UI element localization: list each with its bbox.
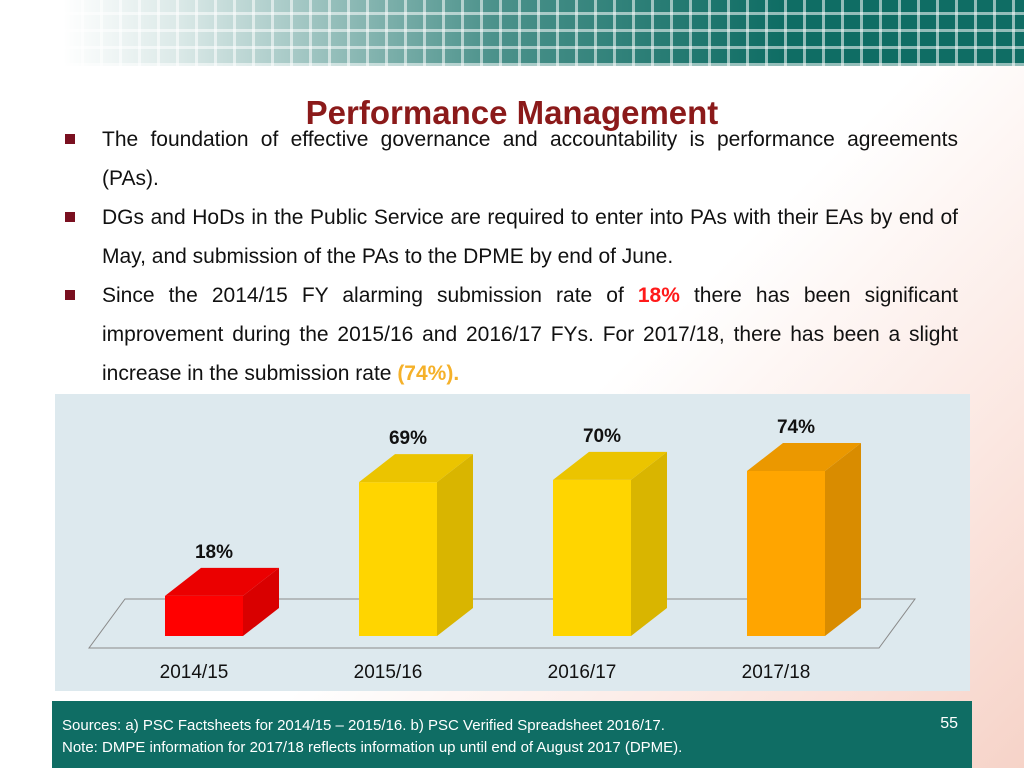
bar-side bbox=[631, 451, 667, 636]
bullet-item: DGs and HoDs in the Public Service are r… bbox=[64, 198, 958, 276]
bullet-item: Since the 2014/15 FY alarming submission… bbox=[64, 276, 958, 393]
data-label: 69% bbox=[389, 428, 427, 449]
category-label: 2016/17 bbox=[548, 662, 617, 683]
square-bullet-icon bbox=[65, 134, 75, 144]
bullet-text: Since the 2014/15 FY alarming submission… bbox=[102, 284, 958, 385]
bullet-item: The foundation of effective governance a… bbox=[64, 120, 958, 198]
bar-front bbox=[165, 595, 243, 636]
bar-top bbox=[747, 442, 861, 471]
data-label: 70% bbox=[583, 426, 621, 447]
bar-front bbox=[553, 479, 631, 636]
sources-line: Sources: a) PSC Factsheets for 2014/15 –… bbox=[62, 717, 665, 734]
slide-number: 55 bbox=[940, 715, 958, 732]
category-label: 2014/15 bbox=[160, 662, 229, 683]
chart-canvas: 18% 2014/15 69% 2015/16 70% 2016/17 74% 2017/18 bbox=[88, 417, 916, 683]
bullet-text-segment: The foundation of effective governance a… bbox=[102, 128, 958, 190]
bullet-text-segment: there has been significant improvement d… bbox=[102, 284, 958, 385]
bullet-text-segment: DGs and HoDs in the Public Service are r… bbox=[102, 206, 958, 268]
highlight-2017-rate: (74%). bbox=[397, 362, 460, 385]
bar-top bbox=[553, 451, 667, 480]
bar-side bbox=[243, 567, 279, 636]
data-label: 18% bbox=[195, 542, 233, 563]
category-label: 2015/16 bbox=[354, 662, 423, 683]
bar-top bbox=[359, 454, 473, 483]
footer-bar: Sources: a) PSC Factsheets for 2014/15 –… bbox=[52, 701, 972, 768]
category-label: 2017/18 bbox=[742, 662, 811, 683]
bullet-text-segment: Since the 2014/15 FY alarming submission… bbox=[102, 284, 638, 307]
bullet-text: The foundation of effective governance a… bbox=[102, 128, 958, 190]
submission-rate-chart: 18% 2014/15 69% 2015/16 70% 2016/17 74% 2017/18 bbox=[55, 394, 970, 691]
square-bullet-icon bbox=[65, 290, 75, 300]
note-line: Note: DMPE information for 2017/18 refle… bbox=[62, 739, 683, 756]
data-label: 74% bbox=[777, 417, 815, 438]
header-decorative-band bbox=[62, 0, 1024, 66]
square-bullet-icon bbox=[65, 212, 75, 222]
source-notes: Sources: a) PSC Factsheets for 2014/15 –… bbox=[62, 715, 682, 759]
bullet-list: The foundation of effective governance a… bbox=[64, 120, 958, 393]
bar-top bbox=[165, 567, 279, 596]
bar-side bbox=[825, 442, 861, 636]
bullet-text: DGs and HoDs in the Public Service are r… bbox=[102, 206, 958, 268]
slide-title: Performance Management bbox=[305, 94, 719, 132]
chart-floor bbox=[88, 598, 916, 649]
bar-front bbox=[747, 470, 825, 636]
bar-front bbox=[359, 482, 437, 636]
bar-side bbox=[437, 454, 473, 636]
highlight-2014-rate: 18% bbox=[637, 284, 680, 307]
